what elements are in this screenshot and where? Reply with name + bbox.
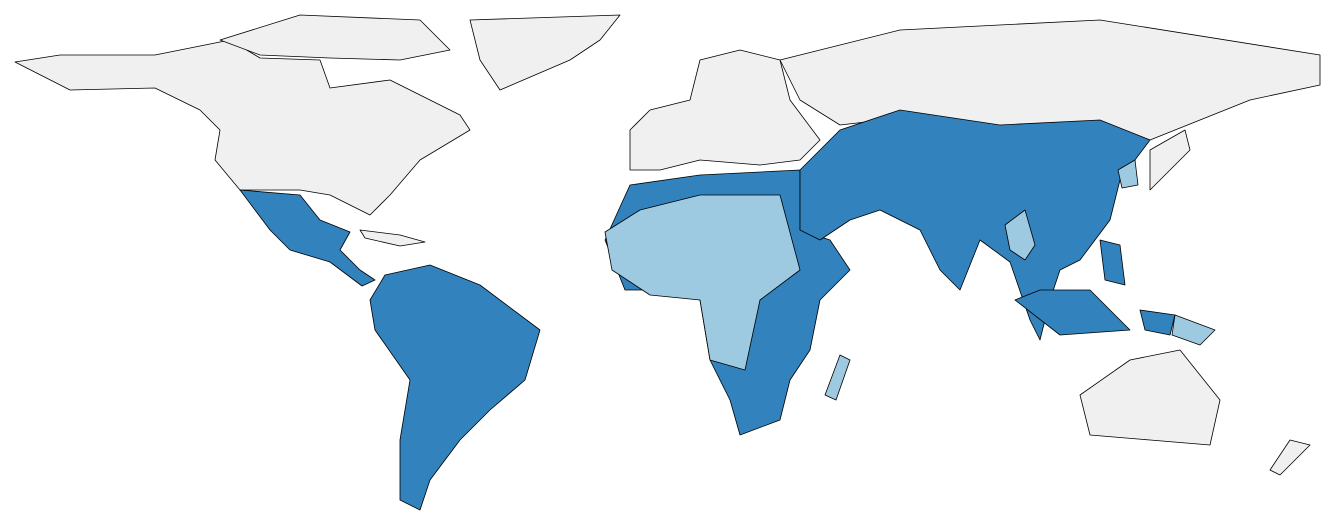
new-zealand xyxy=(1269,439,1311,476)
mainland-southeast-asia xyxy=(1004,209,1036,261)
papua xyxy=(1171,314,1216,346)
korea xyxy=(1117,159,1139,189)
central-america xyxy=(239,189,376,287)
indonesia xyxy=(1014,289,1131,336)
new-guinea-west xyxy=(1139,309,1176,336)
south-america xyxy=(369,264,541,511)
madagascar xyxy=(824,354,851,401)
north-america xyxy=(14,39,471,216)
greenland xyxy=(469,14,621,91)
philippines xyxy=(1099,239,1126,286)
north-asia xyxy=(779,19,1321,141)
sahel xyxy=(604,194,801,371)
europe xyxy=(629,49,821,171)
japan xyxy=(1149,129,1191,191)
caribbean xyxy=(359,229,426,247)
arctic-islands xyxy=(219,14,451,61)
south-asia xyxy=(799,109,1151,341)
australia xyxy=(1079,349,1221,446)
